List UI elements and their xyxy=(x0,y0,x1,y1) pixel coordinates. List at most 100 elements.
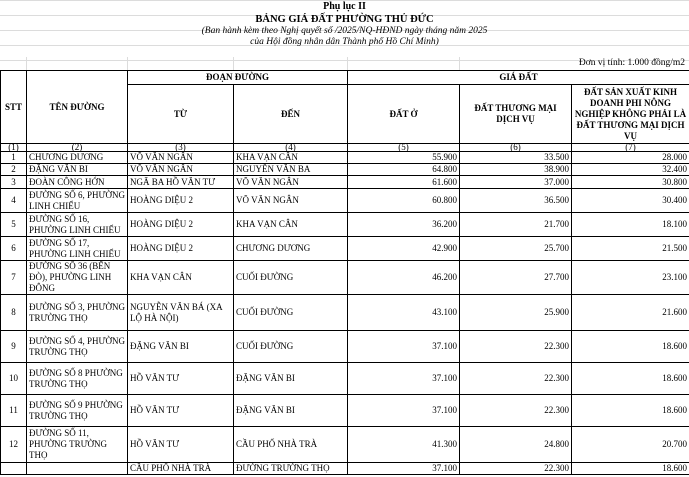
gridline xyxy=(347,57,348,70)
table-row: 8 ĐƯỜNG SỐ 3, PHƯỜNG TRƯỜNG THỌ NGUYỄN VĂN… xyxy=(0,294,689,331)
from-cell: HOÀNG DIỆU 2 xyxy=(127,188,234,213)
table-row: 1 CHƯƠNG DƯƠNG VÕ VĂN NGÂN KHA VẠN CÂN 55.90… xyxy=(0,151,689,164)
table-row: 9 ĐƯỜNG SỐ 4, PHƯỜNG TRƯỜNG THỌ ĐẶNG VĂN B… xyxy=(0,330,689,363)
stt-cell: 6 xyxy=(0,236,27,261)
header-to: ĐẾN xyxy=(232,84,349,144)
spreadsheet-gridlines xyxy=(0,0,689,70)
appendix-label: Phụ lục II xyxy=(323,1,366,12)
street-name-cell: ĐƯỜNG SỐ 36 (BẾN ĐÒ), PHƯỜNG LINH ĐÔNG xyxy=(26,260,128,295)
header-commercial: ĐẤT THƯƠNG MẠI DỊCH VỤ xyxy=(459,84,573,144)
to-cell: CẦU PHỐ NHÀ TRÀ xyxy=(232,426,349,463)
from-cell: VÕ VĂN NGÂN xyxy=(127,163,234,176)
street-name-cell: ĐƯỜNG SỐ 6, PHƯỜNG LINH CHIỂU xyxy=(26,188,128,213)
street-name-cell: ĐƯỜNG SỐ 4, PHƯỜNG TRƯỜNG THỌ xyxy=(26,330,128,363)
from-cell: HOÀNG DIỆU 2 xyxy=(127,236,234,261)
commercial-price-cell: 38.900 xyxy=(459,163,573,176)
to-cell: KHA VẠN CÂN xyxy=(232,212,349,237)
non-agricultural-price-cell: 23.100 xyxy=(571,260,689,295)
commercial-price-cell: 25.900 xyxy=(459,294,573,331)
to-cell: CUỐI ĐƯỜNG xyxy=(232,260,349,295)
non-agricultural-price-cell: 18.600 xyxy=(571,462,689,475)
column-index: (3) xyxy=(127,143,234,152)
from-cell: HỒ VĂN TƯ xyxy=(127,394,234,427)
street-name-cell: ĐOÀN CÔNG HỚN xyxy=(26,175,128,189)
table-row: CẦU PHỐ NHÀ TRÀ ĐƯỜNG TRƯỜNG THỌ 37.100 22.… xyxy=(0,462,689,475)
from-cell: HOÀNG DIỆU 2 xyxy=(127,212,234,237)
column-index: (6) xyxy=(459,143,573,152)
residential-price-cell: 46.200 xyxy=(347,260,461,295)
stt-cell: 3 xyxy=(0,175,27,189)
gridline xyxy=(26,57,27,70)
commercial-price-cell: 22.300 xyxy=(459,462,573,475)
column-index: (7) xyxy=(571,143,689,152)
land-price-table: STT TÊN ĐƯỜNG ĐOẠN ĐƯỜNG GIÁ ĐẤT TỪ ĐẾN … xyxy=(0,70,689,475)
non-agricultural-price-cell: 28.000 xyxy=(571,151,689,164)
stt-cell xyxy=(0,462,27,475)
gridline xyxy=(233,57,234,70)
to-cell: ĐƯỜNG TRƯỜNG THỌ xyxy=(232,462,349,475)
header-segment: ĐOẠN ĐƯỜNG xyxy=(126,70,349,85)
stt-cell: 8 xyxy=(0,294,27,331)
document-title: BẢNG GIÁ ĐẤT PHƯỜNG THỦ ĐỨC xyxy=(255,14,434,25)
commercial-price-cell: 24.800 xyxy=(459,426,573,463)
non-agricultural-price-cell: 18.600 xyxy=(571,362,689,395)
from-cell: HỒ VĂN TƯ xyxy=(127,362,234,395)
residential-price-cell: 60.800 xyxy=(347,188,461,213)
subtitle-line-2: của Hội đồng nhân dân Thành phố Hồ Chí M… xyxy=(250,37,439,47)
non-agricultural-price-cell: 30.800 xyxy=(571,175,689,189)
table-row: 10 ĐƯỜNG SỐ 8 PHƯỜNG TRƯỜNG THỌ HỒ VĂN TƯ Đ… xyxy=(0,362,689,395)
header-from: TỪ xyxy=(127,84,234,144)
header-street-name: TÊN ĐƯỜNG xyxy=(26,70,128,144)
non-agricultural-price-cell: 18.600 xyxy=(571,330,689,363)
residential-price-cell: 36.200 xyxy=(347,212,461,237)
column-index: (4) xyxy=(232,143,349,152)
non-agricultural-price-cell: 18.100 xyxy=(571,212,689,237)
street-name-cell: ĐƯỜNG SỐ 17, PHƯỜNG LINH CHIỂU xyxy=(26,236,128,261)
stt-cell: 7 xyxy=(0,260,27,295)
residential-price-cell: 64.800 xyxy=(347,163,461,176)
to-cell: KHA VẠN CÂN xyxy=(232,151,349,164)
stt-cell: 2 xyxy=(0,163,27,176)
non-agricultural-price-cell: 21.600 xyxy=(571,294,689,331)
from-cell: KHA VẠN CÂN xyxy=(127,260,234,295)
gridline xyxy=(459,57,460,70)
commercial-price-cell: 27.700 xyxy=(459,260,573,295)
street-name-cell: CHƯƠNG DƯƠNG xyxy=(26,151,128,164)
residential-price-cell: 37.100 xyxy=(347,330,461,363)
header-land-price: GIÁ ĐẤT xyxy=(347,70,689,85)
stt-cell: 12 xyxy=(0,426,27,463)
residential-price-cell: 37.100 xyxy=(347,362,461,395)
non-agricultural-price-cell: 18.600 xyxy=(571,394,689,427)
table-row: 2 ĐẶNG VĂN BI VÕ VĂN NGÂN NGUYỄN VĂN BA 64.8… xyxy=(0,163,689,176)
to-cell: CUỐI ĐƯỜNG xyxy=(232,330,349,363)
street-name-cell: ĐƯỜNG SỐ 9 PHƯỜNG TRƯỜNG THỌ xyxy=(26,394,128,427)
table-row: 7 ĐƯỜNG SỐ 36 (BẾN ĐÒ), PHƯỜNG LINH ĐÔNG K… xyxy=(0,260,689,295)
from-cell: NGÃ BA HỒ VĂN TƯ xyxy=(127,175,234,189)
column-index: (2) xyxy=(26,143,128,152)
table-row: 6 ĐƯỜNG SỐ 17, PHƯỜNG LINH CHIỂU HOÀNG DIỆ… xyxy=(0,236,689,261)
column-index: (5) xyxy=(347,143,461,152)
stt-cell: 5 xyxy=(0,212,27,237)
from-cell: ĐẶNG VĂN BI xyxy=(127,330,234,363)
column-index-row: (1) (2) (3) (4) (5) (6) (7) xyxy=(0,143,689,152)
table-row: 11 ĐƯỜNG SỐ 9 PHƯỜNG TRƯỜNG THỌ HỒ VĂN TƯ Đ… xyxy=(0,394,689,427)
residential-price-cell: 43.100 xyxy=(347,294,461,331)
table-row: 12 ĐƯỜNG SỐ 11, PHƯỜNG TRƯỜNG THỌ HỒ VĂN T… xyxy=(0,426,689,463)
residential-price-cell: 37.100 xyxy=(347,394,461,427)
non-agricultural-price-cell: 21.500 xyxy=(571,236,689,261)
table-row: 4 ĐƯỜNG SỐ 6, PHƯỜNG LINH CHIỂU HOÀNG DIỆU… xyxy=(0,188,689,213)
non-agricultural-price-cell: 32.400 xyxy=(571,163,689,176)
commercial-price-cell: 37.000 xyxy=(459,175,573,189)
street-name-cell xyxy=(26,462,128,475)
residential-price-cell: 37.100 xyxy=(347,462,461,475)
header-non-agricultural: ĐẤT SẢN XUẤT KINH DOANH PHI NÔNG NGHIỆP … xyxy=(571,84,689,144)
non-agricultural-price-cell: 30.400 xyxy=(571,188,689,213)
commercial-price-cell: 36.500 xyxy=(459,188,573,213)
to-cell: NGUYỄN VĂN BA xyxy=(232,163,349,176)
to-cell: ĐẶNG VĂN BI xyxy=(232,362,349,395)
residential-price-cell: 42.900 xyxy=(347,236,461,261)
commercial-price-cell: 25.700 xyxy=(459,236,573,261)
commercial-price-cell: 21.700 xyxy=(459,212,573,237)
to-cell: CUỐI ĐƯỜNG xyxy=(232,294,349,331)
stt-cell: 1 xyxy=(0,151,27,164)
